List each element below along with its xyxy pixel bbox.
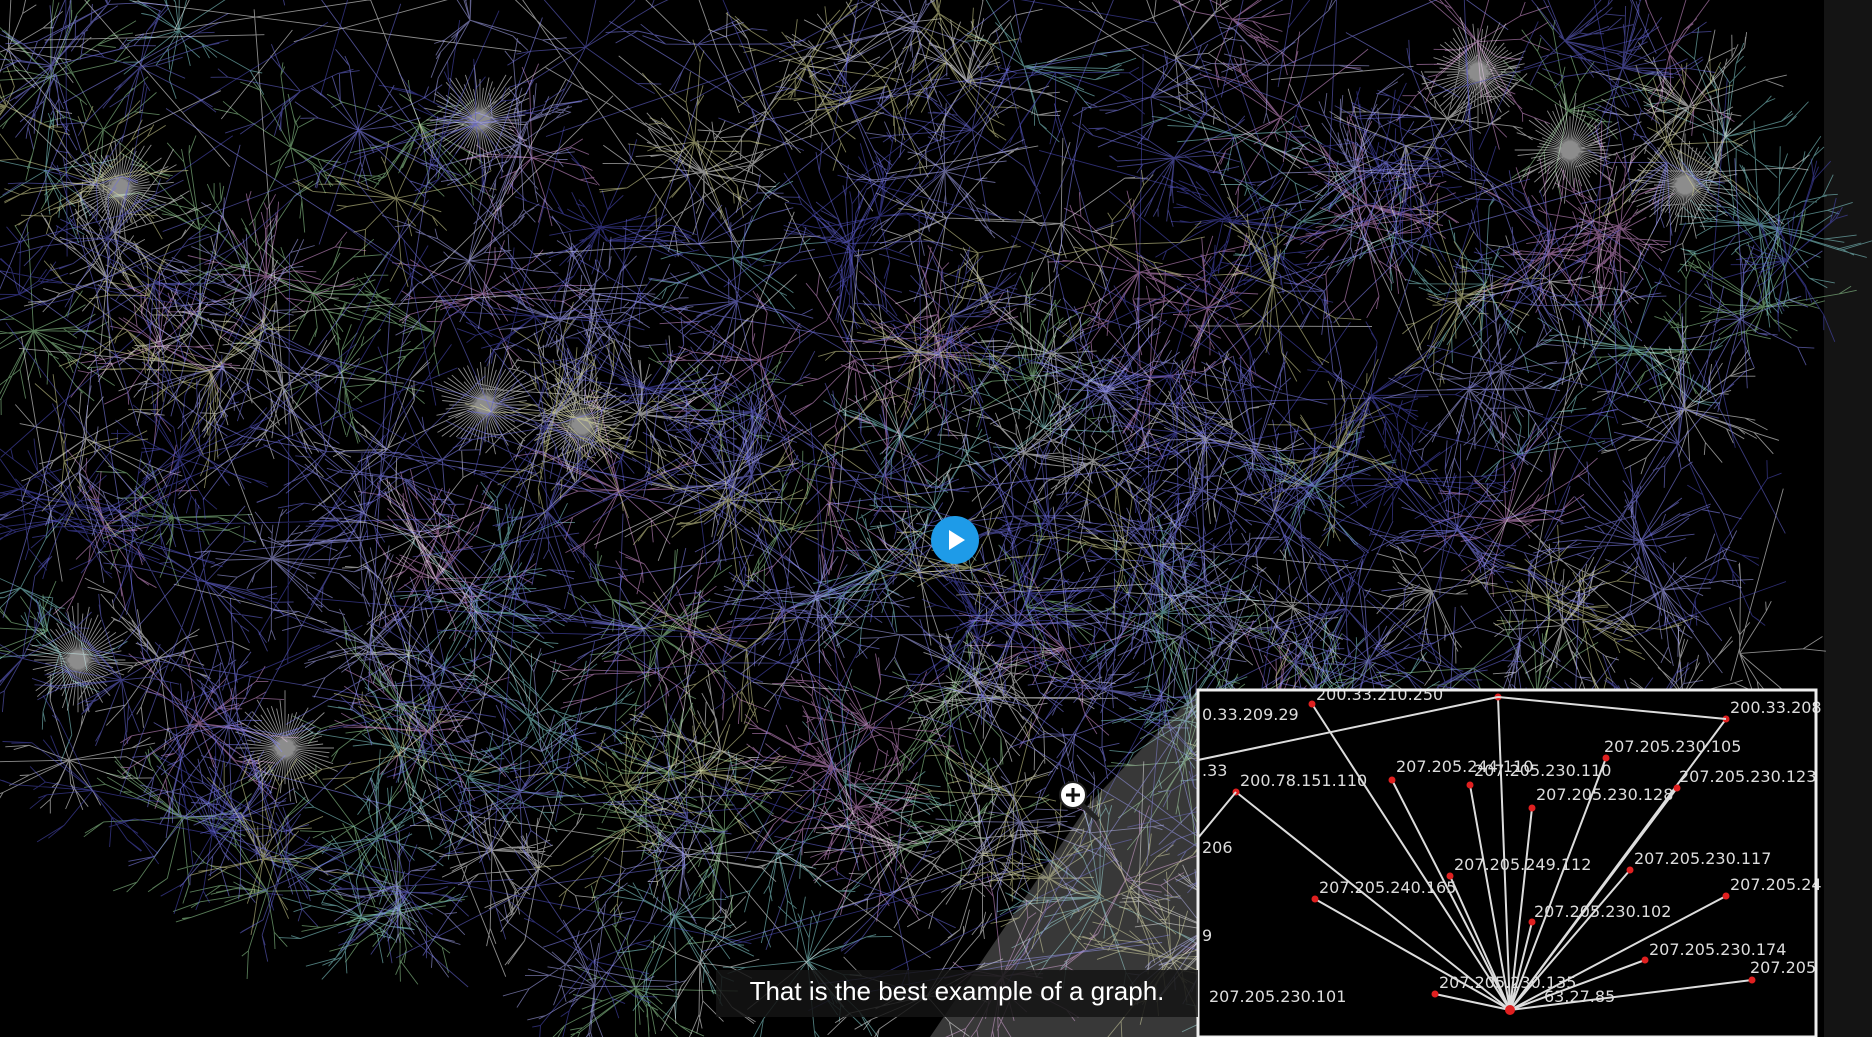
- inset-edge: [1311, 703, 1511, 1011]
- inset-edge: [1434, 993, 1511, 1011]
- inset-node: [1431, 990, 1439, 998]
- inset-edge: [1235, 791, 1511, 1011]
- zoom-plus: [1066, 788, 1080, 802]
- inset-node: [1722, 892, 1730, 900]
- inset-label: 207.205.230.135: [1439, 973, 1576, 992]
- play-icon: [949, 530, 965, 550]
- inset-node: [1641, 956, 1649, 964]
- inset-node: [1311, 895, 1319, 903]
- inset-label: 207.205: [1750, 958, 1816, 977]
- inset-label: .33: [1202, 761, 1227, 780]
- inset-edge: [1197, 696, 1499, 761]
- inset-edge: [1497, 696, 1511, 1011]
- inset-node: [1528, 804, 1536, 812]
- inset-edge: [1197, 791, 1237, 839]
- inset-label: 207.205.230.101: [1209, 987, 1346, 1006]
- inset-label: 9: [1202, 926, 1212, 945]
- inset-edge: [1509, 869, 1631, 1011]
- inset-node: [1446, 872, 1454, 880]
- side-strip: [1824, 0, 1872, 1037]
- inset-node: [1466, 781, 1474, 789]
- inset-label: 200.33.208: [1730, 698, 1822, 717]
- inset-label: 207.205.230.174: [1649, 940, 1786, 959]
- inset-background: [1198, 690, 1816, 1037]
- inset-edge: [1449, 875, 1511, 1011]
- inset-label: 207.205.24: [1730, 875, 1822, 894]
- inset-label: 207.205.230.102: [1534, 902, 1671, 921]
- inset-label: 206: [1202, 838, 1233, 857]
- inset-edge: [1314, 898, 1511, 1011]
- zoom-handle: [1078, 801, 1100, 822]
- inset-label: 207.205.230.105: [1604, 737, 1741, 756]
- inset-node: [1528, 918, 1536, 926]
- inset-node: [1308, 700, 1316, 708]
- inset-node: [1388, 776, 1396, 784]
- inset-edge: [1509, 807, 1533, 1011]
- inset-label: 200.78.151.110: [1240, 771, 1367, 790]
- inset-label: 207.205.240.165: [1319, 878, 1456, 897]
- inset-edge: [1509, 921, 1533, 1011]
- inset-edge: [1509, 787, 1678, 1011]
- inset-label: 207.205.230.123: [1679, 767, 1816, 786]
- play-button[interactable]: [931, 516, 979, 564]
- inset-edge: [1509, 757, 1607, 1011]
- inset-edge: [1391, 779, 1511, 1011]
- inset-label: 207.205.249.112: [1454, 855, 1591, 874]
- inset-edge: [1497, 696, 1727, 720]
- zoom-inset: 200.33.210.250 0.33.209.29 200.33.208 .33 20…: [1197, 685, 1822, 1037]
- inset-label: 207.205.244.110: [1396, 757, 1533, 776]
- inset-label: 207.205.230.128: [1536, 785, 1673, 804]
- zoom-icon[interactable]: [1059, 781, 1100, 822]
- caption-box: [716, 970, 1198, 1017]
- inset-edge: [1469, 784, 1511, 1011]
- inset-label: 63.27.85: [1544, 987, 1615, 1006]
- inset-hub: [1505, 1005, 1515, 1015]
- inset-label: 207.205.230.110: [1474, 761, 1611, 780]
- caption: That is the best example of a graph.: [750, 976, 1165, 1006]
- inset-node: [1748, 976, 1756, 984]
- inset-border: [1196, 688, 1818, 1037]
- inset-label: 0.33.209.29: [1202, 705, 1299, 724]
- inset-node: [1626, 866, 1634, 874]
- zoom-wedge: [930, 690, 1198, 1037]
- inset-edge: [1509, 979, 1753, 1011]
- inset-label: 200.33.210.250: [1316, 685, 1443, 704]
- inset-edge: [1509, 895, 1727, 1011]
- inset-node: [1602, 754, 1610, 762]
- inset-edge: [1509, 959, 1646, 1011]
- inset-node: [1673, 784, 1681, 792]
- inset-label: 207.205.230.117: [1634, 849, 1771, 868]
